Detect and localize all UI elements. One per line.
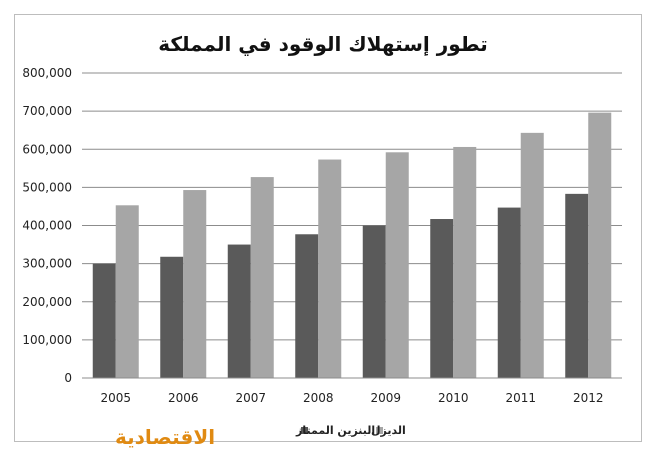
bar-premium-gasoline-2011 <box>497 207 521 378</box>
x-tick-label: 2006 <box>168 391 199 405</box>
x-axis-ticks: 2005 2006 2007 2008 2009 2010 2011 2012 <box>100 391 603 405</box>
bar-diesel-2007 <box>250 177 274 378</box>
legend-swatch-premium-gasoline <box>301 427 308 434</box>
y-tick-label: 700,000 <box>22 104 72 118</box>
bar-premium-gasoline-2012 <box>565 193 589 378</box>
x-tick-label: 2010 <box>438 391 469 405</box>
x-tick-label: 2008 <box>303 391 334 405</box>
y-tick-label: 500,000 <box>22 180 72 194</box>
y-tick-label: 800,000 <box>22 66 72 80</box>
y-tick-label: 600,000 <box>22 142 72 156</box>
y-tick-label: 100,000 <box>22 333 72 347</box>
bar-premium-gasoline-2007 <box>227 244 251 378</box>
bar-premium-gasoline-2005 <box>92 263 116 378</box>
bars <box>92 112 612 379</box>
x-tick-label: 2009 <box>370 391 401 405</box>
bar-diesel-2008 <box>318 159 342 378</box>
bar-premium-gasoline-2009 <box>362 225 386 378</box>
y-tick-label: 400,000 <box>22 219 72 233</box>
legend-label-diesel: الديزل <box>371 424 406 437</box>
x-tick-label: 2012 <box>573 391 604 405</box>
brand-logo: الاقتصادية <box>115 425 215 449</box>
y-tick-label: 200,000 <box>22 295 72 309</box>
bar-diesel-2011 <box>520 132 544 378</box>
chart-title: تطور إستهلاك الوقود في المملكة <box>158 32 488 57</box>
y-tick-label: 300,000 <box>22 257 72 271</box>
x-tick-label: 2007 <box>235 391 266 405</box>
x-tick-label: 2011 <box>505 391 536 405</box>
legend-swatch-diesel <box>376 427 383 434</box>
bar-diesel-2012 <box>588 112 612 379</box>
bar-diesel-2006 <box>183 190 207 378</box>
bar-premium-gasoline-2010 <box>430 219 454 378</box>
y-axis-ticks: 0 100,000 200,000 300,000 400,000 500,000 600,… <box>22 66 72 385</box>
bar-premium-gasoline-2006 <box>160 256 184 378</box>
bar-premium-gasoline-2008 <box>295 234 319 378</box>
legend-label-premium-gasoline: البنزين الممتاز <box>295 424 375 437</box>
x-tick-label: 2005 <box>100 391 131 405</box>
y-tick-label: 0 <box>64 371 72 385</box>
bar-diesel-2009 <box>385 152 409 378</box>
bar-diesel-2010 <box>453 146 477 378</box>
bar-diesel-2005 <box>115 205 139 378</box>
